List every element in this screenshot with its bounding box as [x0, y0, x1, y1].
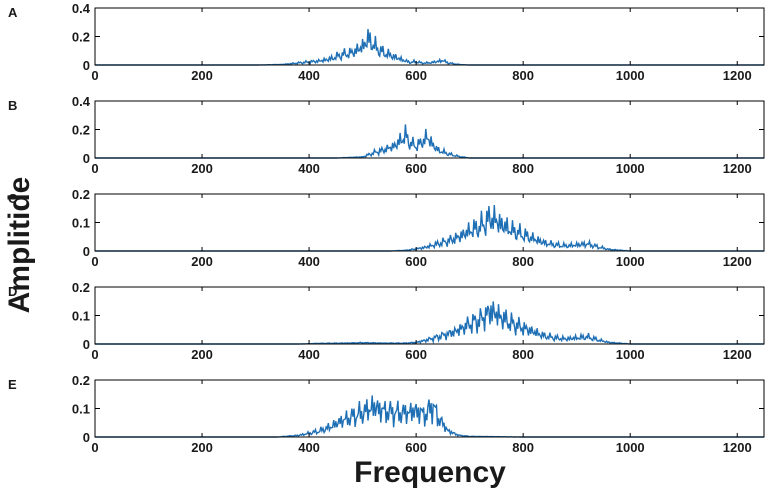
- x-tick-label: 1200: [723, 347, 752, 362]
- x-tick-label: 800: [512, 161, 534, 176]
- x-tick-label: 1000: [616, 440, 645, 455]
- x-tick-label: 0: [91, 347, 98, 362]
- panel-b: B 0 200 400 600 800 1000 1200 0 0.2 0.4: [8, 94, 765, 176]
- x-tick-label: 1000: [616, 347, 645, 362]
- x-tick-label: 800: [512, 440, 534, 455]
- x-tick-label: 600: [405, 440, 427, 455]
- y-tick-label: 0: [83, 337, 90, 352]
- panel-e: E 0 200 400 600 800 1000 1200 0 0.1 0.2: [8, 373, 765, 455]
- x-tick-label: 200: [191, 161, 213, 176]
- series-line: [95, 28, 764, 66]
- y-tick-label: 0.1: [72, 216, 90, 231]
- x-tick-label: 0: [91, 440, 98, 455]
- y-tick-label: 0.4: [72, 94, 91, 109]
- x-tick-label: 0: [91, 161, 98, 176]
- x-tick-label: 1200: [723, 161, 752, 176]
- axes-box: [94, 286, 765, 345]
- axes-box: [94, 100, 765, 159]
- panel-d: D 0 200 400 600 800 1000 1200 0 0.1 0.2: [8, 280, 765, 362]
- x-tick-label: 400: [298, 68, 320, 83]
- x-tick-label: 1200: [723, 68, 752, 83]
- x-axis-label: Frequency: [354, 456, 506, 489]
- panel-letter: C: [8, 191, 18, 206]
- axes-box: [94, 193, 765, 252]
- series-line: [95, 124, 764, 159]
- panel-letter: D: [8, 284, 17, 299]
- panel-letter: A: [8, 5, 18, 20]
- y-tick-label: 0.2: [72, 373, 90, 388]
- y-tick-label: 0.4: [72, 1, 91, 16]
- y-tick-label: 0.2: [72, 123, 90, 138]
- x-tick-label: 800: [512, 254, 534, 269]
- y-tick-label: 0.1: [72, 402, 90, 417]
- x-tick-label: 1200: [723, 254, 752, 269]
- panel-letter: B: [8, 98, 17, 113]
- y-axis-label: Amplitide: [3, 177, 36, 314]
- y-tick-label: 0: [83, 58, 90, 73]
- x-tick-label: 400: [298, 254, 320, 269]
- x-tick-label: 1200: [723, 440, 752, 455]
- x-tick-label: 1000: [616, 161, 645, 176]
- x-tick-label: 800: [512, 347, 534, 362]
- x-tick-label: 0: [91, 68, 98, 83]
- x-tick-label: 1000: [616, 254, 645, 269]
- x-tick-label: 1000: [616, 68, 645, 83]
- panel-c: C 0 200 400 600 800 1000 1200 0 0.1 0.2: [8, 187, 765, 269]
- x-tick-label: 200: [191, 68, 213, 83]
- axes-box: [94, 7, 765, 66]
- x-tick-label: 600: [405, 254, 427, 269]
- y-tick-label: 0.1: [72, 309, 90, 324]
- y-tick-label: 0.2: [72, 30, 90, 45]
- x-tick-label: 600: [405, 347, 427, 362]
- panel-a: A 0 200 400 600 800 1000 1200 0 0.2 0.4: [8, 1, 765, 83]
- y-tick-label: 0.2: [72, 187, 90, 202]
- x-tick-label: 200: [191, 440, 213, 455]
- panel-letter: E: [8, 377, 17, 392]
- x-tick-label: 400: [298, 347, 320, 362]
- y-tick-label: 0.2: [72, 280, 90, 295]
- x-tick-label: 0: [91, 254, 98, 269]
- series-line: [95, 395, 764, 438]
- x-tick-label: 200: [191, 347, 213, 362]
- x-tick-label: 600: [405, 161, 427, 176]
- y-tick-label: 0: [83, 430, 90, 445]
- series-line: [95, 204, 764, 252]
- x-tick-label: 800: [512, 68, 534, 83]
- x-tick-label: 400: [298, 440, 320, 455]
- y-tick-label: 0: [83, 244, 90, 259]
- y-tick-label: 0: [83, 151, 90, 166]
- x-tick-label: 600: [405, 68, 427, 83]
- x-tick-label: 400: [298, 161, 320, 176]
- series-line: [95, 301, 764, 345]
- x-tick-label: 200: [191, 254, 213, 269]
